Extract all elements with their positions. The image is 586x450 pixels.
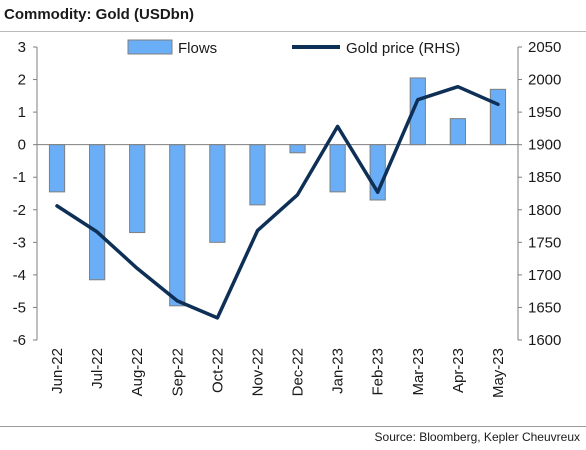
flows-bar <box>409 77 426 146</box>
chart-title: Commodity: Gold (USDbn) <box>4 6 194 23</box>
x-tick-label: Jan-23 <box>330 348 347 394</box>
right-tick-label: 1850 <box>528 169 561 186</box>
flows-bar <box>129 144 146 234</box>
x-tick-label: Feb-23 <box>370 348 387 396</box>
right-tick-label: 2000 <box>528 72 561 89</box>
title-divider <box>0 31 586 32</box>
left-tick-label: 3 <box>18 39 26 56</box>
gold-flows-chart: 3 2 1 0 -1 -2 -3 -4 -5 -6 2050 2000 1950 1900 1850 1800… <box>13 39 562 398</box>
flows-bar <box>169 144 186 307</box>
x-tick-label: Aug-22 <box>129 348 146 396</box>
flows-bar <box>449 118 466 146</box>
x-tick-label: May-23 <box>490 348 507 398</box>
flows-bar <box>249 144 266 206</box>
legend-flows-label: Flows <box>178 40 217 57</box>
legend-gold-label: Gold price (RHS) <box>346 40 460 57</box>
x-tick-label: Oct-22 <box>209 348 226 393</box>
flows-bar <box>89 144 106 281</box>
footer-divider <box>0 426 586 427</box>
left-tick-label: 2 <box>18 72 26 89</box>
flows-bar <box>48 144 66 193</box>
flows-bar <box>289 144 306 154</box>
right-tick-label: 1950 <box>528 104 561 121</box>
x-tick-label: Apr-23 <box>450 348 467 393</box>
right-tick-label: 1600 <box>528 332 561 349</box>
x-tick-label: Jul-22 <box>89 348 106 389</box>
right-tick-label: 1900 <box>528 137 561 154</box>
left-tick-label: -2 <box>13 202 26 219</box>
flows-bar <box>329 144 346 193</box>
right-tick-label: 1750 <box>528 234 561 251</box>
right-tick-label: 1700 <box>528 267 561 284</box>
flows-bar <box>489 88 507 146</box>
left-tick-label: -6 <box>13 332 26 349</box>
x-tick-label: Sep-22 <box>169 348 186 396</box>
left-tick-label: -1 <box>13 169 26 186</box>
x-tick-label: Jun-22 <box>49 348 66 394</box>
right-tick-label: 1800 <box>528 202 561 219</box>
left-tick-label: 0 <box>18 137 26 154</box>
right-tick-label: 1650 <box>528 299 561 316</box>
right-tick-label: 2050 <box>528 39 561 56</box>
left-tick-label: -5 <box>13 299 26 316</box>
left-tick-label: -3 <box>13 234 26 251</box>
left-tick-label: 1 <box>18 104 26 121</box>
x-tick-label: Mar-23 <box>410 348 427 396</box>
x-tick-label: Nov-22 <box>249 348 266 396</box>
flows-bar <box>209 144 226 243</box>
left-tick-label: -4 <box>13 267 26 284</box>
legend-flows-swatch <box>127 39 173 55</box>
x-tick-label: Dec-22 <box>290 348 307 396</box>
gold-price-line <box>55 84 500 320</box>
source-note: Source: Bloomberg, Kepler Cheuvreux <box>374 430 580 444</box>
